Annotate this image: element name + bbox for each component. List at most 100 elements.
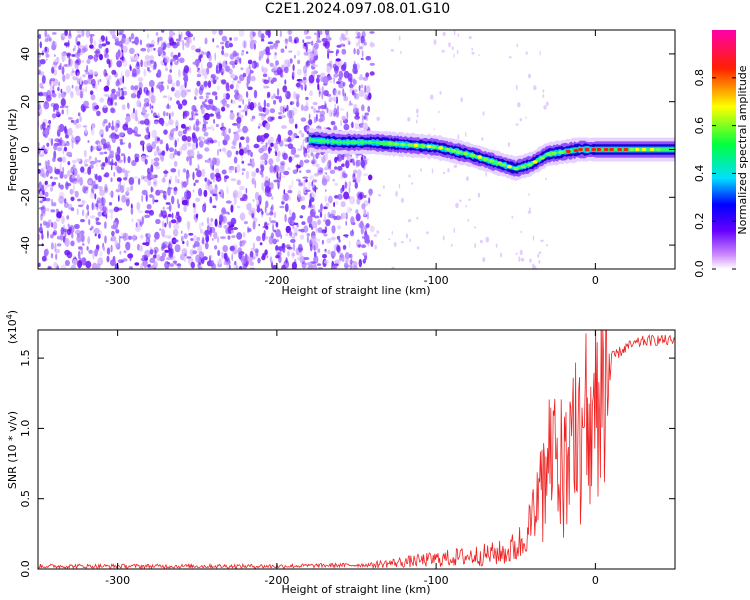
x-tick-label: -100 [424,274,449,287]
spectrogram-noise-cell [251,158,255,167]
spectrogram-noise-cell [357,31,361,39]
spectrogram-noise-cell [184,191,187,200]
spectrogram-peak-cell [420,144,426,148]
spectrogram-noise-cell [275,40,280,44]
spectrogram-noise-cell [433,39,437,45]
spectrogram-noise-cell [199,222,202,231]
spectrogram-noise-cell [179,84,186,92]
spectrogram-noise-cell [287,250,290,257]
spectrogram-noise-cell [244,128,249,132]
spectrogram-noise-cell [257,126,261,129]
spectrogram-noise-cell [127,102,130,110]
spectrogram-noise-cell [238,252,243,260]
spectrogram-noise-cell [51,66,55,74]
spectrogram-noise-cell [515,84,518,91]
spectrogram-noise-cell [78,44,84,49]
spectrogram-noise-cell [125,116,131,123]
spectrogram-noise-cell [185,30,191,37]
spectrogram-noise-cell [168,203,172,212]
spectrogram-noise-cell [335,200,339,205]
spectrogram-noise-cell [42,173,47,179]
spectrogram-noise-cell [212,105,217,112]
spectrogram-noise-cell [245,91,249,98]
spectrogram-noise-cell [268,158,274,166]
spectrogram-noise-cell [227,260,231,265]
spectrogram-noise-cell [352,261,358,267]
spectrogram-noise-cell [43,165,47,170]
spectrogram-noise-cell [319,110,326,116]
spectrogram-noise-cell [193,182,196,187]
spectrogram-noise-cell [447,168,450,173]
spectrogram-noise-cell [327,249,331,255]
spectrogram-noise-cell [477,192,481,198]
spectrogram-noise-cell [324,213,327,222]
spectrogram-noise-cell [249,101,255,111]
spectrogram-noise-cell [173,152,175,159]
spectrogram-noise-cell [316,33,319,42]
spectrogram-noise-cell [134,85,139,91]
spectrogram-noise-cell [343,262,349,269]
spectrogram-noise-cell [147,264,151,268]
colorbar-tick-label: 0.2 [693,212,706,230]
spectrogram-noise-cell [183,233,188,239]
spectrogram-noise-cell [150,46,153,52]
spectrogram-noise-cell [42,220,47,226]
spectrogram-noise-cell [215,168,220,174]
spectrogram-noise-cell [50,77,56,82]
spectrogram-noise-cell [518,256,521,262]
spectrogram-noise-cell [220,131,227,137]
spectrogram-noise-cell [151,105,154,109]
spectrogram-noise-cell [174,90,181,99]
spectrogram-noise-cell [516,43,519,48]
spectrogram-noise-cell [528,193,530,196]
spectrogram-noise-cell [310,235,317,244]
spectrogram-noise-cell [313,70,316,78]
spectrogram-noise-cell [223,261,227,265]
spectrogram-noise-cell [321,178,328,186]
spectrogram-noise-cell [304,189,311,193]
spectrogram-noise-cell [166,112,169,117]
spectrogram-noise-cell [357,126,361,130]
spectrogram-noise-cell [128,235,133,240]
spectrogram-noise-cell [339,36,342,42]
spectrogram-noise-cell [72,76,78,81]
spectrogram-noise-cell [116,177,122,182]
spectrogram-noise-cell [250,118,254,122]
spectrogram-noise-cell [263,229,266,237]
spectrogram-noise-cell [82,80,89,85]
spectrogram-noise-cell [287,30,293,36]
spectrogram-noise-cell [327,160,332,168]
spectrogram-noise-cell [310,151,314,157]
spectrogram-noise-cell [169,242,173,249]
spectrogram-noise-cell [226,103,230,108]
spectrogram-noise-cell [177,52,181,57]
spectrogram-noise-cell [230,178,237,182]
spectrogram-noise-cell [51,89,55,94]
spectrogram-noise-cell [234,196,237,205]
spectrogram-noise-cell [324,40,330,49]
spectrogram-noise-cell [276,171,279,179]
spectrogram-noise-cell [292,169,298,174]
spectrogram-noise-cell [143,177,149,183]
spectrogram-noise-cell [64,30,68,36]
spectrogram-noise-cell [260,38,265,42]
spectrogram-noise-cell [236,179,241,186]
spectrogram-noise-cell [308,119,313,126]
spectrogram-noise-cell [140,234,144,239]
spectrogram-noise-cell [298,182,303,186]
spectrogram-noise-cell [161,177,166,183]
spectrogram-noise-cell [186,240,189,248]
spectrogram-noise-cell [168,30,174,38]
spectrogram-noise-cell [46,207,50,212]
spectrogram-noise-cell [101,167,105,170]
spectrogram-noise-cell [350,263,355,269]
spectrogram-noise-cell [58,92,61,98]
spectrogram-noise-cell [327,211,331,218]
colorbar-tick-label: 0.6 [693,117,706,135]
spectrogram-noise-cell [216,45,220,48]
spectrogram-noise-cell [251,177,256,185]
spectrogram-noise-cell [319,30,323,35]
spectrogram-noise-cell [303,30,308,36]
spectrogram-noise-cell [225,211,230,215]
spectrogram-noise-cell [271,116,275,121]
